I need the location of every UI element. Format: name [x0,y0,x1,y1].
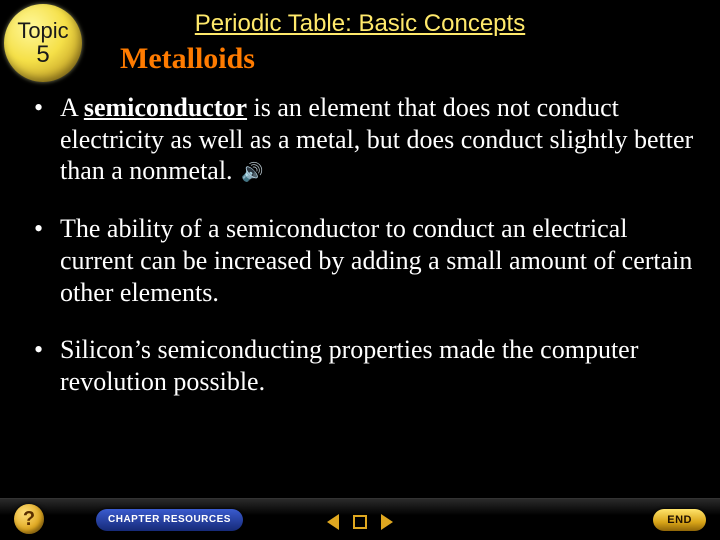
stop-button[interactable] [350,511,370,533]
page-title: Periodic Table: Basic Concepts [0,10,720,38]
bullet-list: A semiconductor is an element that does … [28,92,698,398]
help-button[interactable]: ? [14,504,44,534]
bullet-text: Silicon’s semiconducting properties made… [60,335,638,396]
next-button[interactable] [376,511,396,533]
topic-number: 5 [36,42,49,67]
bullet-keyword: semiconductor [84,93,247,122]
prev-button[interactable] [324,511,344,533]
footer-bar: ? CHAPTER RESOURCES END [0,498,720,540]
speaker-icon[interactable]: 🔊 [241,162,263,184]
list-item: The ability of a semiconductor to conduc… [28,213,698,308]
slide-content: A semiconductor is an element that does … [28,92,698,424]
nav-group [324,511,396,533]
section-heading: Metalloids [120,42,255,76]
list-item: Silicon’s semiconducting properties made… [28,334,698,397]
list-item: A semiconductor is an element that does … [28,92,698,187]
end-button[interactable]: END [653,509,706,531]
bullet-text-pre: A [60,93,84,122]
chapter-resources-button[interactable]: CHAPTER RESOURCES [96,509,243,531]
bullet-text: The ability of a semiconductor to conduc… [60,214,692,306]
